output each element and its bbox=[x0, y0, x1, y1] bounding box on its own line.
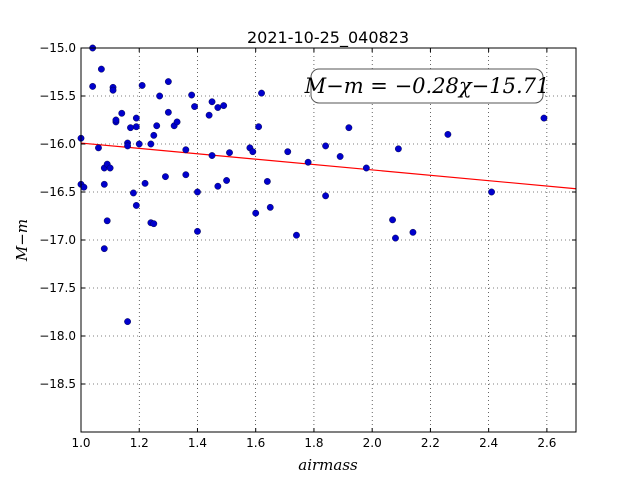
data-point bbox=[188, 91, 196, 99]
data-point bbox=[103, 217, 111, 225]
data-point bbox=[444, 130, 452, 138]
data-point bbox=[194, 188, 201, 196]
y-tick-label: −18.5 bbox=[39, 377, 76, 391]
data-point bbox=[97, 65, 105, 73]
x-axis-label: airmass bbox=[298, 456, 358, 474]
data-point bbox=[124, 318, 131, 325]
data-point bbox=[389, 216, 396, 224]
fit-line bbox=[80, 142, 577, 190]
fit-line-group bbox=[80, 142, 577, 190]
data-point bbox=[147, 140, 155, 148]
data-point bbox=[394, 145, 402, 153]
data-point bbox=[345, 124, 353, 132]
data-point bbox=[156, 92, 164, 100]
chart-title: 2021-10-25_040823 bbox=[247, 28, 409, 48]
y-tick-label: −16.5 bbox=[39, 185, 76, 199]
data-point bbox=[220, 102, 228, 110]
data-point bbox=[138, 82, 146, 89]
data-point bbox=[249, 148, 257, 156]
x-tick-label: 2.2 bbox=[421, 436, 440, 450]
data-point bbox=[322, 192, 329, 200]
x-tick-label: 2.0 bbox=[363, 436, 382, 450]
data-point bbox=[252, 209, 260, 217]
y-axis-label: M−m bbox=[13, 219, 31, 262]
data-point bbox=[89, 83, 97, 90]
data-point bbox=[392, 234, 399, 242]
axis-ticks: 1.0 1.2 1.4 1.6 1.8 2.0 2.2 2.4 2.6 −15.0 −15.5 −16… bbox=[39, 41, 576, 450]
data-point bbox=[164, 78, 172, 86]
data-point bbox=[255, 123, 263, 131]
data-point bbox=[258, 89, 265, 97]
data-points bbox=[77, 44, 548, 325]
data-point bbox=[106, 164, 114, 172]
x-tick-label: 2.6 bbox=[537, 436, 556, 450]
data-point bbox=[322, 142, 329, 150]
data-point bbox=[173, 118, 181, 126]
annotation-text: M−m = −0.28χ−15.71 bbox=[304, 74, 550, 98]
data-point bbox=[118, 109, 126, 117]
data-point bbox=[127, 124, 134, 132]
data-point bbox=[214, 182, 222, 190]
y-tick-label: −18.0 bbox=[39, 329, 76, 343]
data-point bbox=[488, 188, 495, 196]
data-point bbox=[132, 202, 140, 209]
data-point bbox=[100, 245, 108, 253]
data-point bbox=[132, 123, 140, 131]
data-point bbox=[112, 116, 120, 124]
data-point bbox=[124, 142, 131, 150]
data-point bbox=[540, 114, 548, 122]
y-tick-label: −17.0 bbox=[39, 233, 76, 247]
data-point bbox=[284, 148, 292, 156]
data-point bbox=[304, 158, 312, 166]
data-point bbox=[164, 108, 172, 116]
annotation-box bbox=[310, 68, 544, 104]
x-tick-label: 2.4 bbox=[479, 436, 498, 450]
data-point bbox=[80, 183, 88, 191]
data-point bbox=[293, 231, 300, 239]
x-tick-label: 1.0 bbox=[71, 436, 90, 450]
data-point bbox=[182, 146, 190, 154]
data-point bbox=[135, 140, 143, 148]
x-tick-label: 1.4 bbox=[188, 436, 207, 450]
data-point bbox=[95, 144, 102, 152]
data-point bbox=[182, 171, 190, 179]
data-point bbox=[263, 178, 271, 185]
data-point bbox=[409, 228, 417, 236]
data-point bbox=[191, 103, 198, 110]
data-point bbox=[130, 189, 137, 197]
y-tick-label: −15.5 bbox=[39, 89, 76, 103]
x-tick-label: 1.2 bbox=[130, 436, 149, 450]
data-point bbox=[226, 149, 233, 157]
data-point bbox=[153, 122, 161, 130]
data-point bbox=[205, 111, 213, 119]
data-point bbox=[208, 98, 216, 106]
data-point bbox=[141, 179, 149, 187]
data-point bbox=[223, 177, 230, 184]
y-tick-label: −17.5 bbox=[39, 281, 76, 295]
data-point bbox=[109, 86, 117, 94]
data-point bbox=[162, 173, 169, 181]
data-point bbox=[194, 227, 201, 235]
data-point bbox=[266, 203, 274, 211]
data-point bbox=[100, 180, 108, 188]
data-point bbox=[150, 131, 158, 139]
data-point bbox=[132, 114, 140, 122]
data-point bbox=[208, 152, 216, 159]
fit-annotation: M−m = −0.28χ−15.71 bbox=[304, 68, 550, 104]
x-tick-label: 1.8 bbox=[304, 436, 323, 450]
x-tick-label: 1.6 bbox=[246, 436, 265, 450]
data-point bbox=[214, 104, 222, 111]
data-point bbox=[362, 164, 370, 172]
y-tick-label: −16.0 bbox=[39, 137, 76, 151]
data-point bbox=[150, 220, 158, 228]
data-point bbox=[336, 153, 344, 160]
y-tick-label: −15.0 bbox=[39, 41, 76, 55]
